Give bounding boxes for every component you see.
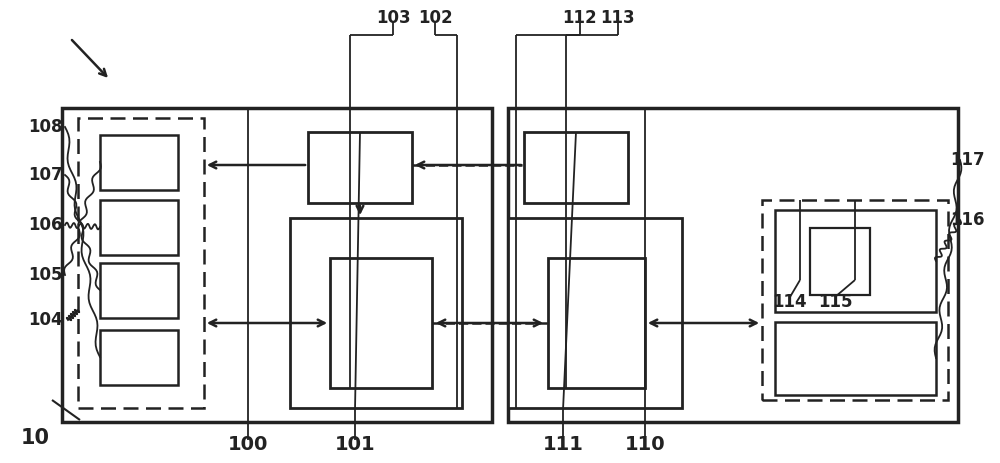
Bar (775, 322, 936, 395)
Text: 10: 10 (20, 428, 50, 448)
Text: 112: 112 (563, 9, 597, 27)
Bar (290, 218, 462, 408)
Text: 117: 117 (950, 151, 984, 169)
Text: 108: 108 (28, 118, 62, 136)
Bar (308, 132, 412, 203)
Bar (100, 263, 178, 318)
Text: 105: 105 (28, 266, 62, 284)
Bar (78, 118, 204, 408)
Text: 110: 110 (625, 436, 665, 455)
Text: 101: 101 (335, 436, 375, 455)
Text: 111: 111 (543, 436, 583, 455)
Bar (775, 210, 936, 312)
Text: 103: 103 (376, 9, 410, 27)
Bar (100, 330, 178, 385)
Text: 102: 102 (418, 9, 452, 27)
Bar (524, 132, 628, 203)
Bar (330, 258, 432, 388)
Bar (810, 228, 870, 295)
Bar (508, 218, 682, 408)
Text: 104: 104 (28, 311, 62, 329)
Text: 100: 100 (228, 436, 268, 455)
Bar (100, 200, 178, 255)
Text: 114: 114 (773, 293, 807, 311)
Bar (548, 258, 645, 388)
Text: 107: 107 (28, 166, 62, 184)
Text: 115: 115 (818, 293, 852, 311)
Bar (100, 135, 178, 190)
Text: 113: 113 (601, 9, 635, 27)
Text: 116: 116 (950, 211, 984, 229)
Bar (762, 200, 948, 400)
Text: 106: 106 (28, 216, 62, 234)
Bar (62, 108, 492, 422)
Bar (508, 108, 958, 422)
